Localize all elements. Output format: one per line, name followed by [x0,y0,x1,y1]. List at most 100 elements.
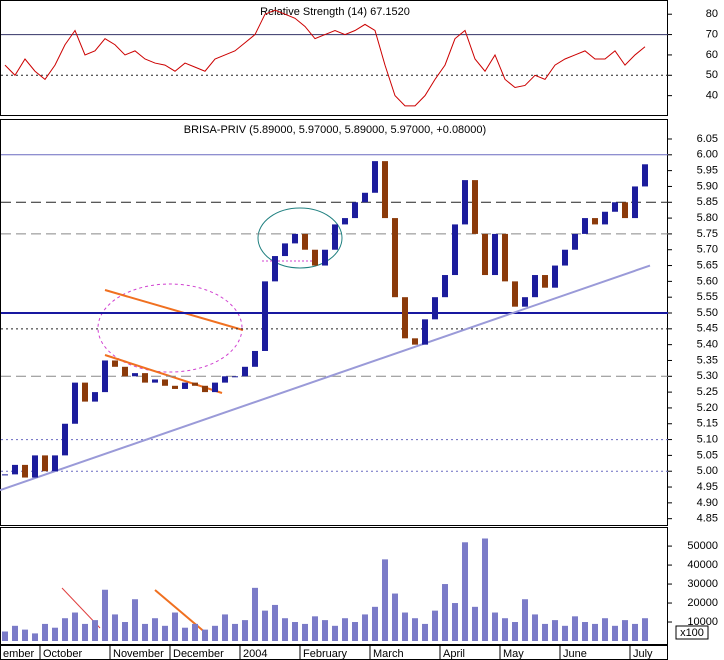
volume-bar [112,614,118,641]
candle [142,373,148,383]
candle [512,281,518,307]
candle [402,297,408,339]
rsi-line [4,9,646,107]
candle [352,202,358,219]
volume-bar [582,622,588,641]
volume-bar [442,584,448,641]
volume-bar [422,623,428,641]
y-tick-label: 5.95 [697,165,718,177]
volume-bar [72,612,78,641]
candle [492,233,498,276]
volume-bar [242,620,248,641]
candle [182,382,188,389]
candle [252,350,258,367]
volume-bar [522,599,528,641]
x-tick-label: 2004 [243,648,267,660]
candle [392,218,398,298]
candle [112,360,118,367]
unit-label: x100 [680,627,704,639]
y-tick-label: 5.05 [697,449,718,461]
y-tick-label: 80 [706,8,718,20]
volume-bar [462,542,468,641]
y-tick-label: 4.95 [697,481,718,493]
candle [632,186,638,219]
rsi-panel [0,0,668,116]
channel-line [104,289,244,331]
volume-bar [142,623,148,641]
x-tick-label: July [633,648,653,660]
volume-bar [392,593,398,641]
y-tick-label: 6.05 [697,133,718,145]
candle [422,319,428,345]
volume-bar [412,618,418,641]
candle [52,455,58,472]
price-title: BRISA-PRIV (5.89000, 5.97000, 5.89000, 5… [184,124,486,136]
x-tick-label: June [563,648,587,660]
y-tick-label: 5.80 [697,212,718,224]
volume-bar [602,618,608,641]
y-tick-label: 5.65 [697,259,718,271]
y-tick-label: 50000 [687,540,718,552]
volume-bar [332,625,338,641]
candle [442,275,448,298]
pattern-ellipse [97,283,243,373]
candle [502,233,508,282]
volume-bar [202,629,208,641]
y-tick-label: 10000 [687,616,718,628]
candle [302,233,308,250]
volume-bar [382,559,388,641]
volume-bar [432,610,438,641]
trend-line [0,264,651,492]
candle [272,256,278,282]
x-tick-label: November [113,648,164,660]
y-tick-label: 50 [706,69,718,81]
candle [432,297,438,320]
y-tick-label: 20000 [687,597,718,609]
y-tick-label: 5.10 [697,433,718,445]
y-tick-label: 5.00 [697,465,718,477]
volume-bar [502,618,508,641]
y-tick-label: 40 [706,90,718,102]
volume-bar [372,606,378,641]
candle [372,161,378,193]
volume-bar [102,589,108,641]
candle [122,366,128,377]
y-tick-label: 30000 [687,578,718,590]
candle [162,379,168,386]
candle [472,180,478,234]
volume-bar [12,625,18,641]
candle [562,249,568,266]
candle [282,243,288,257]
candle [592,218,598,225]
volume-bar [152,618,158,641]
candle [192,382,198,386]
volume-bar [562,625,568,641]
candle [542,275,548,288]
candle [622,202,628,219]
y-tick-label: 5.15 [697,418,718,430]
volume-bar [212,625,218,641]
candle [42,455,48,472]
candle [152,379,158,383]
volume-bar [472,606,478,641]
candle [92,392,98,402]
volume-bar [22,629,28,641]
candle [552,265,558,288]
candle [602,211,608,225]
y-tick-label: 40000 [687,559,718,571]
candle [412,338,418,345]
y-tick-label: 5.75 [697,228,718,240]
volume-bar [622,620,628,641]
volume-bar [132,599,138,641]
candle [362,192,368,203]
candle [72,382,78,424]
candle [332,224,338,250]
volume-bar [122,622,128,641]
x-tick-label: ember [3,648,35,660]
volume-bar [452,603,458,641]
volume-bar [542,623,548,641]
candle [132,373,138,377]
y-tick-label: 4.90 [697,497,718,509]
volume-trend [154,589,208,635]
candle [242,366,248,377]
